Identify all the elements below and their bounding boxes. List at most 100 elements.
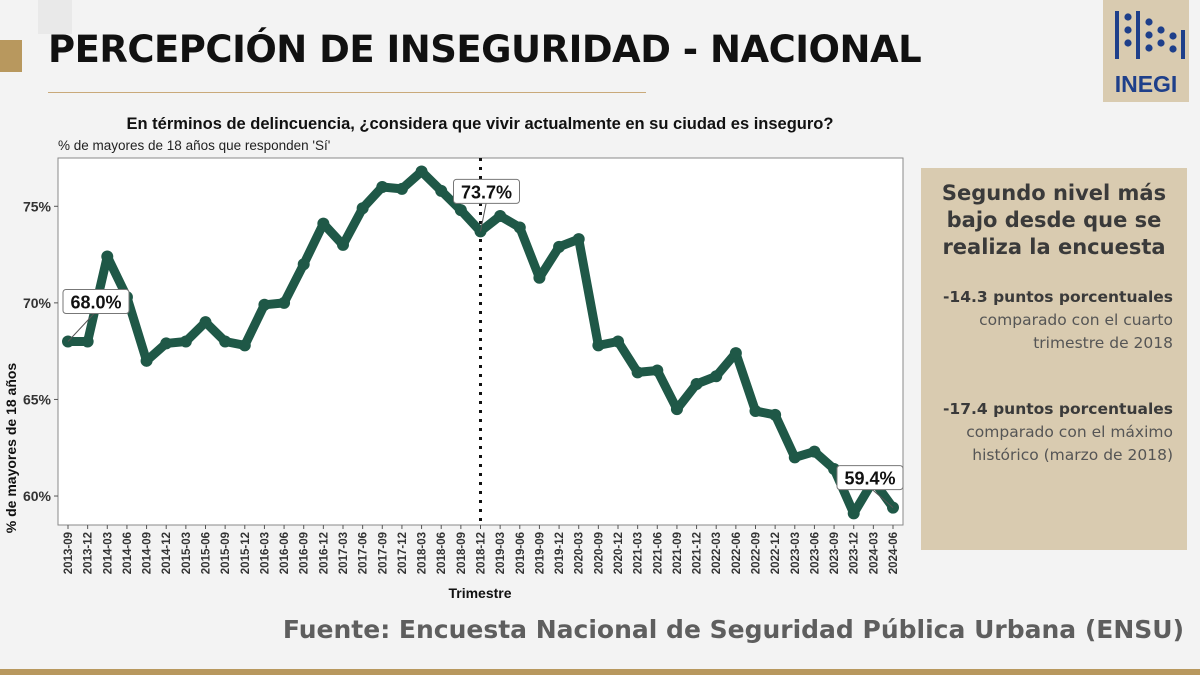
- data-point: [847, 507, 860, 520]
- x-tick-label: 2022-03: [711, 532, 723, 574]
- y-axis-title: % de mayores de 18 años: [3, 363, 19, 534]
- data-point: [376, 180, 389, 193]
- x-tick-label: 2015-06: [201, 532, 213, 574]
- x-tick-label: 2016-12: [318, 532, 330, 574]
- x-tick-label: 2014-12: [161, 532, 173, 574]
- data-point: [238, 339, 251, 352]
- x-tick-label: 2021-06: [652, 532, 664, 574]
- accent-strip: [0, 40, 22, 72]
- data-point: [219, 335, 232, 348]
- x-tick-label: 2014-03: [102, 532, 114, 574]
- data-point: [278, 296, 291, 309]
- data-point: [140, 354, 153, 367]
- data-point: [572, 233, 585, 246]
- data-point: [435, 184, 448, 197]
- y-tick-label: 75%: [23, 198, 52, 214]
- x-tick-label: 2020-09: [593, 532, 605, 574]
- data-point: [81, 335, 94, 348]
- data-point: [533, 271, 546, 284]
- data-point: [592, 339, 605, 352]
- data-point: [395, 182, 408, 195]
- annotation-box: [453, 178, 520, 204]
- panel-note-quarter: -14.3 puntos porcentuales comparado con …: [937, 286, 1173, 355]
- x-tick-label: 2014-06: [122, 532, 134, 574]
- x-tick-label: 2018-03: [417, 532, 429, 574]
- data-point: [808, 445, 821, 458]
- data-point: [494, 209, 507, 222]
- x-axis-title: Trimestre: [448, 585, 511, 601]
- x-tick-label: 2018-12: [476, 532, 488, 574]
- x-tick-label: 2023-06: [809, 532, 821, 574]
- annotation-box: [836, 465, 904, 491]
- chart-subtitle: % de mayores de 18 años que responden 'S…: [58, 138, 330, 153]
- x-tick-label: 2017-03: [338, 532, 350, 574]
- x-tick-label: 2014-09: [142, 532, 154, 574]
- data-point: [513, 221, 526, 234]
- title-divider: [48, 92, 646, 93]
- data-point: [415, 165, 428, 178]
- panel-headline: Segundo nivel más bajo desde que se real…: [941, 181, 1167, 259]
- line-chart: En términos de delincuencia, ¿considera …: [0, 108, 910, 608]
- data-point: [101, 250, 114, 263]
- x-tick-label: 2016-03: [259, 532, 271, 574]
- x-tick-label: 2022-09: [751, 532, 763, 574]
- data-point: [631, 366, 644, 379]
- x-tick-label: 2023-03: [790, 532, 802, 574]
- x-tick-label: 2017-09: [377, 532, 389, 574]
- x-tick-label: 2018-09: [456, 532, 468, 574]
- page-title: PERCEPCIÓN DE INSEGURIDAD - NACIONAL: [48, 28, 922, 71]
- data-point: [199, 316, 212, 329]
- data-point: [258, 298, 271, 311]
- annotation-leader: [67, 311, 97, 342]
- data-point: [297, 258, 310, 271]
- data-point: [454, 204, 467, 217]
- y-tick-label: 65%: [23, 391, 52, 407]
- x-tick-label: 2017-06: [358, 532, 370, 574]
- data-point: [553, 240, 566, 253]
- annotation-leader: [869, 487, 894, 508]
- x-tick-label: 2022-12: [770, 532, 782, 574]
- y-tick-label: 70%: [23, 295, 52, 311]
- annotation-label: 68.0%: [70, 293, 121, 313]
- x-tick-label: 2015-09: [220, 532, 232, 574]
- annotation-label: 73.7%: [461, 182, 512, 202]
- data-point: [788, 451, 801, 464]
- data-point: [651, 364, 664, 377]
- inegi-logo-mark: INEGI: [1115, 11, 1185, 97]
- note-2-delta: -17.4 puntos porcentuales: [943, 400, 1173, 418]
- x-tick-label: 2019-12: [554, 532, 566, 574]
- note-2-text: comparado con el máximo histórico (marzo…: [966, 423, 1173, 464]
- x-tick-label: 2023-09: [829, 532, 841, 574]
- x-tick-label: 2013-09: [63, 532, 75, 574]
- x-tick-label: 2016-09: [299, 532, 311, 574]
- inegi-logo: INEGI: [1103, 0, 1189, 102]
- insight-panel: Segundo nivel más bajo desde que se real…: [921, 168, 1187, 550]
- x-tick-label: 2015-12: [240, 532, 252, 574]
- x-tick-label: 2022-06: [731, 532, 743, 574]
- x-tick-label: 2024-03: [868, 532, 880, 574]
- data-point: [356, 202, 369, 215]
- x-tick-label: 2016-06: [279, 532, 291, 574]
- x-tick-label: 2019-06: [515, 532, 527, 574]
- panel-note-max: -17.4 puntos porcentuales comparado con …: [937, 398, 1173, 467]
- data-point: [337, 238, 349, 251]
- x-tick-label: 2024-06: [888, 532, 900, 574]
- data-point: [710, 370, 723, 383]
- chart-svg: En términos de delincuencia, ¿considera …: [3, 115, 904, 601]
- top-tab: [38, 0, 72, 34]
- data-point: [670, 403, 683, 416]
- data-point: [160, 337, 173, 350]
- data-point: [690, 377, 703, 390]
- x-tick-label: 2015-03: [181, 532, 193, 574]
- x-tick-label: 2013-12: [83, 532, 95, 574]
- annotation-label: 59.4%: [844, 469, 895, 489]
- plot-area: [57, 157, 904, 526]
- note-1-text: comparado con el cuarto trimestre de 201…: [979, 311, 1173, 352]
- data-point: [769, 408, 782, 421]
- x-tick-label: 2019-09: [534, 532, 546, 574]
- annotation-box: [62, 289, 130, 314]
- data-point: [179, 335, 192, 348]
- x-tick-label: 2020-12: [613, 532, 625, 574]
- data-point: [729, 347, 742, 360]
- x-tick-label: 2021-09: [672, 532, 684, 574]
